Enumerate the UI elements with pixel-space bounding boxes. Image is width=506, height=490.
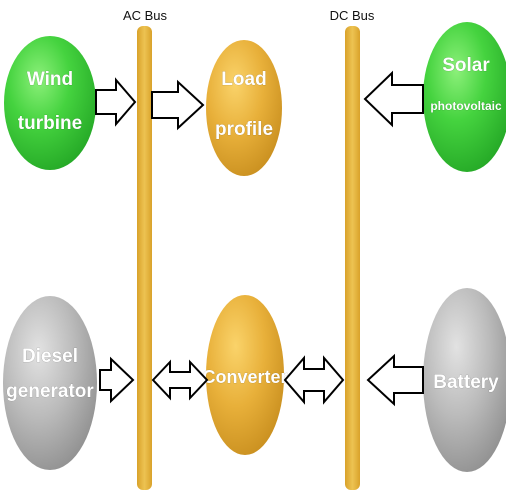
battery-label: Battery <box>433 372 499 393</box>
arrow-solar-to-dc-bus <box>363 70 424 128</box>
load-profile-label-line2: profile <box>215 119 273 140</box>
node-diesel-generator: Diesel generator <box>3 296 97 470</box>
dc-bus-bar <box>345 26 360 490</box>
arrow-converter-dc-bus-bidirectional <box>283 355 345 405</box>
load-profile-label-line1: Load <box>221 69 266 90</box>
arrow-ac-bus-converter-bidirectional <box>151 359 209 401</box>
diesel-generator-ellipse <box>3 296 97 470</box>
load-profile-ellipse <box>206 40 282 176</box>
solar-photovoltaic-ellipse <box>423 22 506 172</box>
battery-ellipse <box>423 288 506 472</box>
solar-photovoltaic-label-line2: photovoltaic <box>430 99 502 113</box>
node-converter: Converter <box>202 295 288 455</box>
node-battery: Battery <box>423 288 506 472</box>
ac-bus-label: AC Bus <box>123 8 168 23</box>
arrow-wind-to-ac-bus <box>95 77 137 127</box>
wind-turbine-label-line1: Wind <box>27 69 73 90</box>
solar-photovoltaic-label-line1: Solar <box>442 55 490 76</box>
wind-turbine-ellipse <box>4 36 96 170</box>
dc-bus: DC Bus <box>330 8 375 490</box>
node-load-profile: Load profile <box>206 40 282 176</box>
arrow-battery-to-dc-bus <box>366 353 424 407</box>
arrow-diesel-to-ac-bus <box>99 356 135 404</box>
ac-bus: AC Bus <box>123 8 168 490</box>
diesel-generator-label-line2: generator <box>6 381 94 402</box>
arrow-ac-bus-to-load <box>151 79 205 131</box>
wind-turbine-label-line2: turbine <box>18 113 82 134</box>
node-solar-photovoltaic: Solar photovoltaic <box>423 22 506 172</box>
converter-ellipse <box>206 295 284 455</box>
diesel-generator-label-line1: Diesel <box>22 346 78 367</box>
converter-label: Converter <box>202 367 287 387</box>
dc-bus-label: DC Bus <box>330 8 375 23</box>
ac-bus-bar <box>137 26 152 490</box>
node-wind-turbine: Wind turbine <box>4 36 96 170</box>
